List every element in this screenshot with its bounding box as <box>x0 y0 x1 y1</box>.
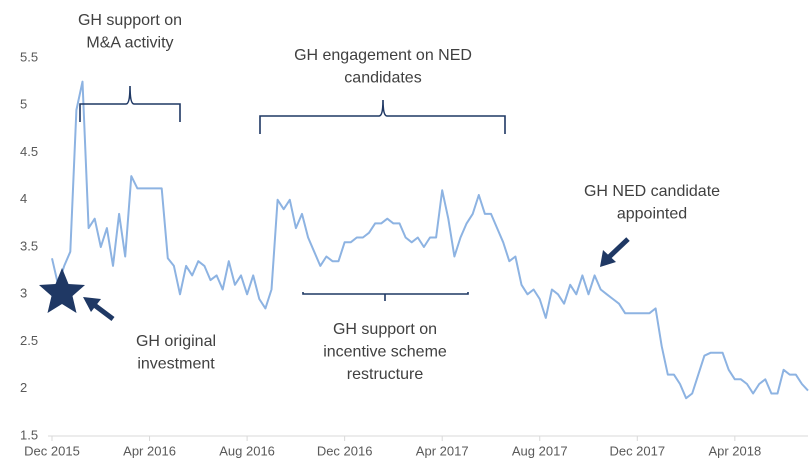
bracket <box>79 85 181 122</box>
annotation: GH engagement on NED candidates <box>294 47 472 87</box>
annotation: GH support on M&A activity <box>78 12 182 52</box>
price-line <box>51 80 809 400</box>
x-tick-label: Dec 2017 <box>609 443 665 458</box>
y-tick-label: 5.5 <box>20 49 38 64</box>
star <box>39 268 85 313</box>
arrow <box>83 297 115 321</box>
y-tick-label: 2.5 <box>20 333 38 348</box>
y-tick-label: 2 <box>20 380 27 395</box>
annotation-line: GH engagement on NED <box>294 47 472 64</box>
x-tick-label: Dec 2015 <box>24 443 80 458</box>
y-tick-label: 3.5 <box>20 238 38 253</box>
x-tick-label: Apr 2018 <box>708 443 761 458</box>
annotation-line: GH support on <box>78 12 182 29</box>
y-tick-label: 4 <box>20 191 27 206</box>
annotation-line: GH original <box>136 333 216 350</box>
annotation-line: restructure <box>347 366 424 383</box>
x-tick-label: Apr 2017 <box>416 443 469 458</box>
annotation-line: M&A activity <box>86 35 173 52</box>
annotation: GH NED candidate appointed <box>584 183 720 223</box>
bracket <box>259 99 506 134</box>
bracket <box>302 292 469 301</box>
annotation-line: appointed <box>617 206 687 223</box>
annotation: GH support on incentive scheme restructure <box>323 321 447 383</box>
annotation-line: GH NED candidate <box>584 183 720 200</box>
arrow <box>600 237 630 267</box>
x-tick-label: Aug 2016 <box>219 443 275 458</box>
y-tick-label: 4.5 <box>20 144 38 159</box>
annotation-line: GH support on <box>333 321 437 338</box>
annotation: GH original investment <box>136 333 216 373</box>
y-tick-label: 3 <box>20 286 27 301</box>
x-tick-label: Apr 2016 <box>123 443 176 458</box>
annotation-line: candidates <box>344 70 421 87</box>
annotation-line: investment <box>137 356 215 373</box>
x-tick-label: Aug 2017 <box>512 443 568 458</box>
annotation-line: incentive scheme <box>323 344 447 361</box>
x-tick-label: Dec 2016 <box>317 443 373 458</box>
y-tick-label: 1.5 <box>20 427 38 442</box>
y-tick-label: 5 <box>20 97 27 112</box>
